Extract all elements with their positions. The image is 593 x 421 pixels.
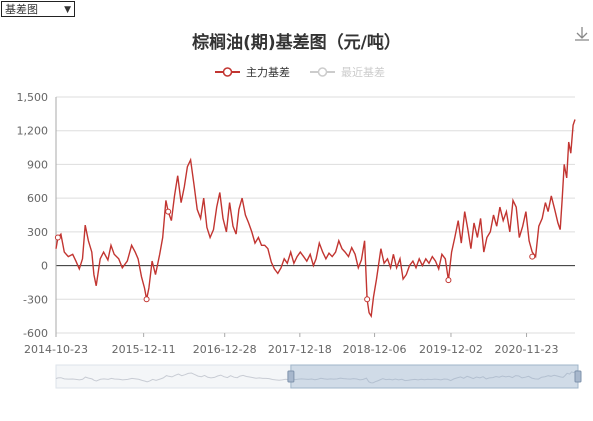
y-tick-label: 1,500 [17,91,49,104]
y-tick-label: -600 [23,327,48,340]
y-tick-label: 1,200 [17,125,49,138]
x-tick-label: 2016-12-28 [193,343,257,356]
y-tick-label: 0 [41,260,48,273]
data-point-marker [165,208,172,215]
legend-item-0: 主力基差 [246,65,290,79]
download-icon[interactable] [574,26,590,42]
datazoom-preview-line [55,369,579,384]
chart-title: 棕榈油(期)基差图（元/吨） [192,33,401,53]
datazoom-end-handle[interactable] [574,370,582,383]
y-tick-label: 600 [27,192,48,205]
datazoom-window [290,364,579,389]
y-tick-label: -300 [23,293,48,306]
series-line-0 [55,119,576,319]
x-tick-label: 2019-12-02 [419,343,483,356]
x-tick-label: 2015-12-11 [112,343,176,356]
legend-symbol [222,67,233,77]
y-tick-label: 900 [27,158,48,171]
chart-type-select[interactable]: 基差图 ▼ [1,1,75,17]
data-point-marker [143,296,150,303]
x-tick-label: 2017-12-18 [268,343,332,356]
datazoom-track [55,364,579,389]
x-tick-label: 2014-10-23 [24,343,88,356]
chart-type-value: 基差图 [5,3,38,16]
data-point-marker [529,253,536,260]
y-tick-label: 300 [27,226,48,239]
data-point-marker [364,296,371,303]
legend-item-1: 最近基差 [341,65,385,79]
legend-symbol [317,67,328,77]
data-point-marker [445,277,452,284]
datazoom-start-handle[interactable] [287,370,295,383]
dropdown-arrow-icon: ▼ [64,5,71,15]
x-tick-label: 2018-12-06 [343,343,407,356]
data-point-marker [54,234,61,241]
x-tick-label: 2020-11-23 [495,343,559,356]
